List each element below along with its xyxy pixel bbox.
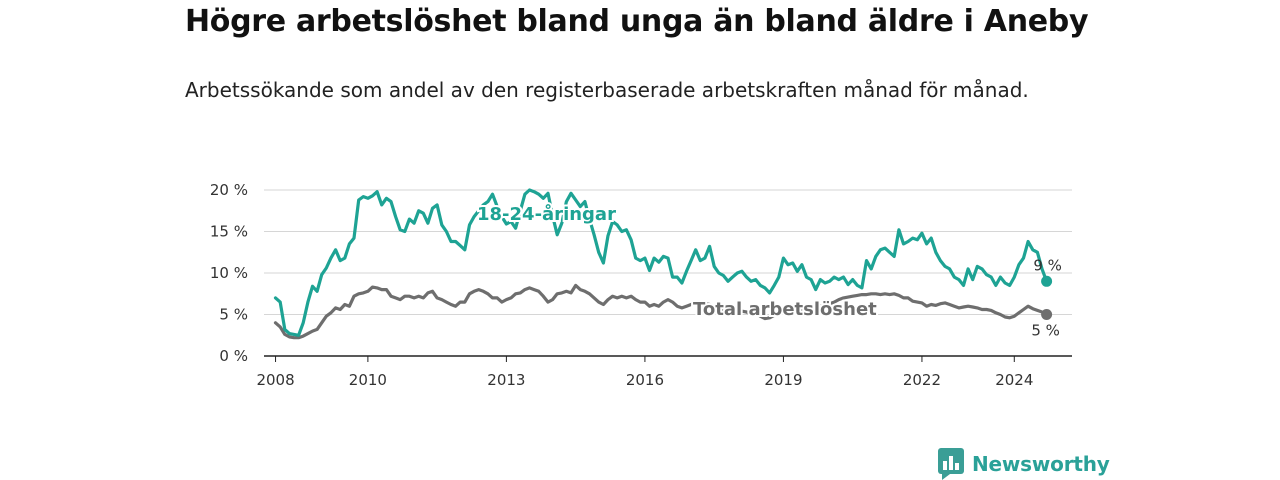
x-tick-label: 2024 [995,371,1033,389]
series-label-total: Total arbetslöshet [693,299,877,320]
series-labels: 18-24-åringar Total arbetslöshet 9 % 5 % [475,201,1062,340]
y-tick-label: 10 % [210,264,248,282]
bar-chart-icon [938,448,964,480]
chart-subtitle: Arbetssökande som andel av den registerb… [185,78,1029,102]
x-tick-label: 2016 [626,371,664,389]
x-tick-label: 2022 [903,371,941,389]
x-tick-label: 2010 [349,371,387,389]
x-tick-label: 2008 [256,371,294,389]
x-tick-label: 2019 [764,371,802,389]
end-value-youth: 9 % [1033,256,1062,274]
y-tick-label: 20 % [210,181,248,199]
series-end-point-0 [1041,275,1053,287]
end-value-total: 5 % [1031,322,1060,340]
series-line-0 [273,188,1049,337]
y-tick-label: 0 % [219,347,248,365]
y-tick-label: 5 % [219,306,248,324]
series-lines [273,188,1053,340]
newsworthy-logo[interactable]: Newsworthy [938,448,1110,480]
y-axis: 0 % 5 % 10 % 15 % 20 % [210,181,248,365]
x-axis: 2008 2010 2013 2016 2019 2022 2024 [256,355,1072,389]
y-tick-label: 15 % [210,223,248,241]
gridlines [264,189,1072,315]
series-line-1 [273,283,1049,340]
chart-title: Högre arbetslöshet bland unga än bland ä… [185,4,1089,39]
series-end-point-1 [1041,309,1053,320]
series-label-youth: 18-24-åringar [477,203,616,225]
brand-name: Newsworthy [972,452,1110,476]
x-tick-label: 2013 [487,371,525,389]
